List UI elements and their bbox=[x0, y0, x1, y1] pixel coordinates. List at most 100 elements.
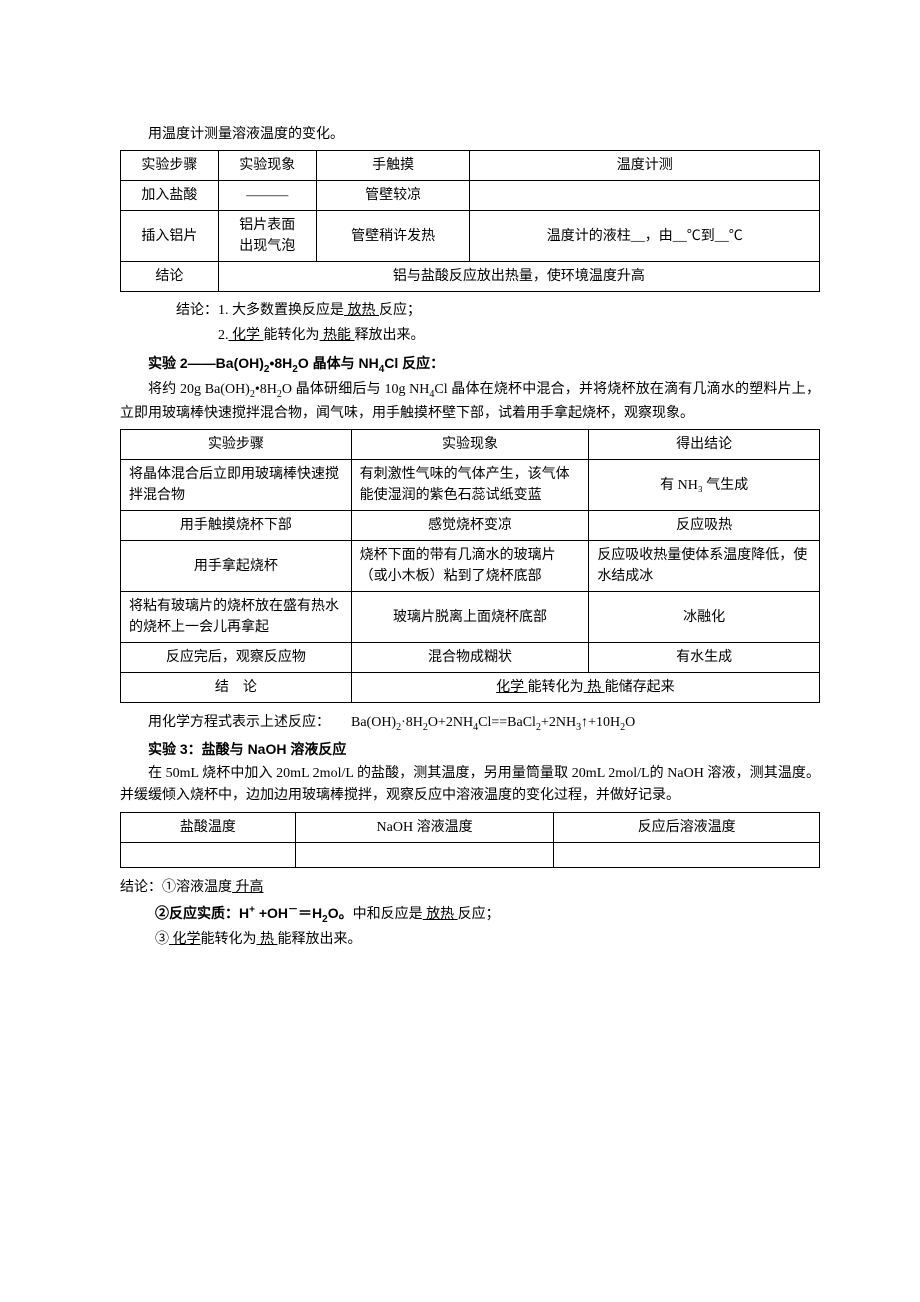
c3-line1: 结论：①溶液温度 升高 bbox=[120, 876, 820, 900]
c3l2bold: ②反应实质：H+ +OH－＝H2O。 bbox=[155, 905, 353, 921]
c3l1a: 结论：①溶液温度 bbox=[120, 880, 232, 895]
t2r4c3: 冰融化 bbox=[589, 592, 820, 643]
c3l2b: +OH bbox=[255, 905, 288, 921]
table-row: 反应完后，观察反应物 混合物成糊状 有水生成 bbox=[121, 643, 820, 673]
t2r2c2: 感觉烧杯变凉 bbox=[351, 511, 589, 541]
conclusion-1-line2: 2. 化学 能转化为 热能 释放出来。 bbox=[120, 325, 820, 347]
c1l2b: 化学 bbox=[229, 328, 264, 343]
c3l2g: 反应； bbox=[458, 907, 500, 922]
c1l1a: 结论：1. 大多数置换反应是 bbox=[176, 303, 344, 318]
t3e3 bbox=[554, 842, 820, 867]
e2pb: •8H bbox=[255, 382, 277, 397]
c3l1b: 升高 bbox=[232, 880, 264, 895]
table-row bbox=[121, 842, 820, 867]
t1-r2c4: 温度计的液柱__，由__℃到__℃ bbox=[470, 211, 820, 262]
t2r4c1: 将粘有玻璃片的烧杯放在盛有热水的烧杯上一会儿再拿起 bbox=[121, 592, 352, 643]
t2r6a: 化学 bbox=[496, 680, 528, 695]
t1-r1c3: 管壁较凉 bbox=[316, 181, 470, 211]
t2h1: 实验步骤 bbox=[121, 430, 352, 460]
t2h3: 得出结论 bbox=[589, 430, 820, 460]
c3l3d: 热 bbox=[257, 932, 278, 947]
eqm5: ↑+10H bbox=[581, 715, 620, 730]
c3l3e: 能释放出来。 bbox=[278, 932, 362, 947]
t3h3: 反应后溶液温度 bbox=[554, 812, 820, 842]
t1-r2c2: 铝片表面 出现气泡 bbox=[218, 211, 316, 262]
eqm3: Cl==BaCl bbox=[478, 715, 536, 730]
t2r5c2: 混合物成糊状 bbox=[351, 643, 589, 673]
intro-line: 用温度计测量溶液温度的变化。 bbox=[120, 124, 820, 146]
table-row: 用手触摸烧杯下部 感觉烧杯变凉 反应吸热 bbox=[121, 511, 820, 541]
t2r3c2: 烧杯下面的带有几滴水的玻璃片（或小木板）粘到了烧杯底部 bbox=[351, 541, 589, 592]
table-row: 将粘有玻璃片的烧杯放在盛有热水的烧杯上一会儿再拿起 玻璃片脱离上面烧杯底部 冰融… bbox=[121, 592, 820, 643]
t2r2c1: 用手触摸烧杯下部 bbox=[121, 511, 352, 541]
t2r1c2: 有刺激性气味的气体产生，该气体能使湿润的紫色石蕊试纸变蓝 bbox=[351, 460, 589, 511]
table-row: 插入铝片 铝片表面 出现气泡 管壁稍许发热 温度计的液柱__，由__℃到__℃ bbox=[121, 211, 820, 262]
c3l2d: O。 bbox=[328, 905, 353, 921]
equation-line: 用化学方程式表示上述反应： Ba(OH)2·8H2O+2NH4Cl==BaCl2… bbox=[120, 711, 820, 733]
table-row: 将晶体混合后立即用玻璃棒快速搅拌混合物 有刺激性气味的气体产生，该气体能使湿润的… bbox=[121, 460, 820, 511]
exp3-para: 在 50mL 烧杯中加入 20mL 2mol/L 的盐酸，测其温度，另用量筒量取… bbox=[120, 763, 820, 808]
e2td: Cl 反应： bbox=[384, 355, 444, 371]
c3-line3: ③ 化学能转化为 热 能释放出来。 bbox=[120, 929, 820, 951]
exp3-title: 实验 3：盐酸与 NaOH 溶液反应 bbox=[120, 739, 820, 759]
exp2-para: 将约 20g Ba(OH)2•8H2O 晶体研细后与 10g NH4Cl 晶体在… bbox=[120, 379, 820, 425]
eqpre: 用化学方程式表示上述反应： Ba(OH) bbox=[148, 715, 396, 730]
t3e1 bbox=[121, 842, 296, 867]
t3h1: 盐酸温度 bbox=[121, 812, 296, 842]
t2r1c1: 将晶体混合后立即用玻璃棒快速搅拌混合物 bbox=[121, 460, 352, 511]
c1l1b: 放热 bbox=[344, 303, 379, 318]
conclusion-3: 结论：①溶液温度 升高 ②反应实质：H+ +OH－＝H2O。中和反应是 放热 反… bbox=[120, 876, 820, 952]
eqm1: ·8H bbox=[401, 715, 423, 730]
t3h2: NaOH 溶液温度 bbox=[295, 812, 554, 842]
t1-r2c2a: 铝片表面 bbox=[239, 218, 295, 233]
t2r6b: 能转化为 bbox=[528, 680, 584, 695]
t1-r2c2b: 出现气泡 bbox=[239, 239, 295, 254]
t2r1c3: 有 NH₃ 气生成 bbox=[589, 460, 820, 511]
t2r6c1: 结 论 bbox=[121, 673, 352, 703]
table-row: 实验步骤 实验现象 手触摸 温度计测 bbox=[121, 151, 820, 181]
c1l2d: 热能 bbox=[320, 328, 355, 343]
eqend: O bbox=[625, 715, 635, 730]
c3l2e: 中和反应是 bbox=[353, 907, 423, 922]
t3e2 bbox=[295, 842, 554, 867]
c3l3a: ③ bbox=[155, 932, 169, 947]
table-row: 结 论 化学 能转化为 热 能储存起来 bbox=[121, 673, 820, 703]
table-row: 实验步骤 实验现象 得出结论 bbox=[121, 430, 820, 460]
t1-r1c4 bbox=[470, 181, 820, 211]
table-row: 结论 铝与盐酸反应放出热量，使环境温度升高 bbox=[121, 262, 820, 292]
e2tb: •8H bbox=[269, 355, 292, 371]
c1l2e: 释放出来。 bbox=[355, 328, 425, 343]
e2ta: 实验 2——Ba(OH) bbox=[148, 355, 264, 371]
c1l2c: 能转化为 bbox=[264, 328, 320, 343]
e2tc: O 晶体与 NH bbox=[298, 355, 379, 371]
t1-r2c3: 管壁稍许发热 bbox=[316, 211, 470, 262]
c3l2a: ②反应实质：H bbox=[155, 905, 249, 921]
table-2: 实验步骤 实验现象 得出结论 将晶体混合后立即用玻璃棒快速搅拌混合物 有刺激性气… bbox=[120, 429, 820, 703]
supminus: － bbox=[288, 904, 298, 915]
t1-r1c1: 加入盐酸 bbox=[121, 181, 219, 211]
t1-r1c2: ——— bbox=[218, 181, 316, 211]
table-row: 加入盐酸 ——— 管壁较凉 bbox=[121, 181, 820, 211]
t1-h3: 手触摸 bbox=[316, 151, 470, 181]
table-row: 用手拿起烧杯 烧杯下面的带有几滴水的玻璃片（或小木板）粘到了烧杯底部 反应吸收热… bbox=[121, 541, 820, 592]
c3l2c: ＝H bbox=[298, 905, 322, 921]
e2pa: 将约 20g Ba(OH) bbox=[148, 382, 250, 397]
t2r3c1: 用手拿起烧杯 bbox=[121, 541, 352, 592]
t2r3c3: 反应吸收热量使体系温度降低，使水结成冰 bbox=[589, 541, 820, 592]
c3l3b: 化学 bbox=[169, 932, 201, 947]
c1l1c: 反应； bbox=[379, 303, 421, 318]
conclusion-1-line1: 结论：1. 大多数置换反应是 放热 反应； bbox=[120, 300, 820, 322]
table-row: 盐酸温度 NaOH 溶液温度 反应后溶液温度 bbox=[121, 812, 820, 842]
exp2-title: 实验 2——Ba(OH)2•8H2O 晶体与 NH4Cl 反应： bbox=[120, 353, 820, 375]
eqm4: +2NH bbox=[541, 715, 576, 730]
table-1: 实验步骤 实验现象 手触摸 温度计测 加入盐酸 ——— 管壁较凉 插入铝片 铝片… bbox=[120, 150, 820, 292]
t2r2c3: 反应吸热 bbox=[589, 511, 820, 541]
e2pc: O 晶体研细后与 10g NH bbox=[282, 382, 430, 397]
t2r4c2: 玻璃片脱离上面烧杯底部 bbox=[351, 592, 589, 643]
t1-r3c1: 结论 bbox=[121, 262, 219, 292]
c3l2f: 放热 bbox=[423, 907, 458, 922]
c3-line2: ②反应实质：H+ +OH－＝H2O。中和反应是 放热 反应； bbox=[120, 902, 820, 928]
c3l3c: 能转化为 bbox=[201, 932, 257, 947]
t1-r3c2: 铝与盐酸反应放出热量，使环境温度升高 bbox=[218, 262, 819, 292]
t2r6d: 能储存起来 bbox=[605, 680, 675, 695]
